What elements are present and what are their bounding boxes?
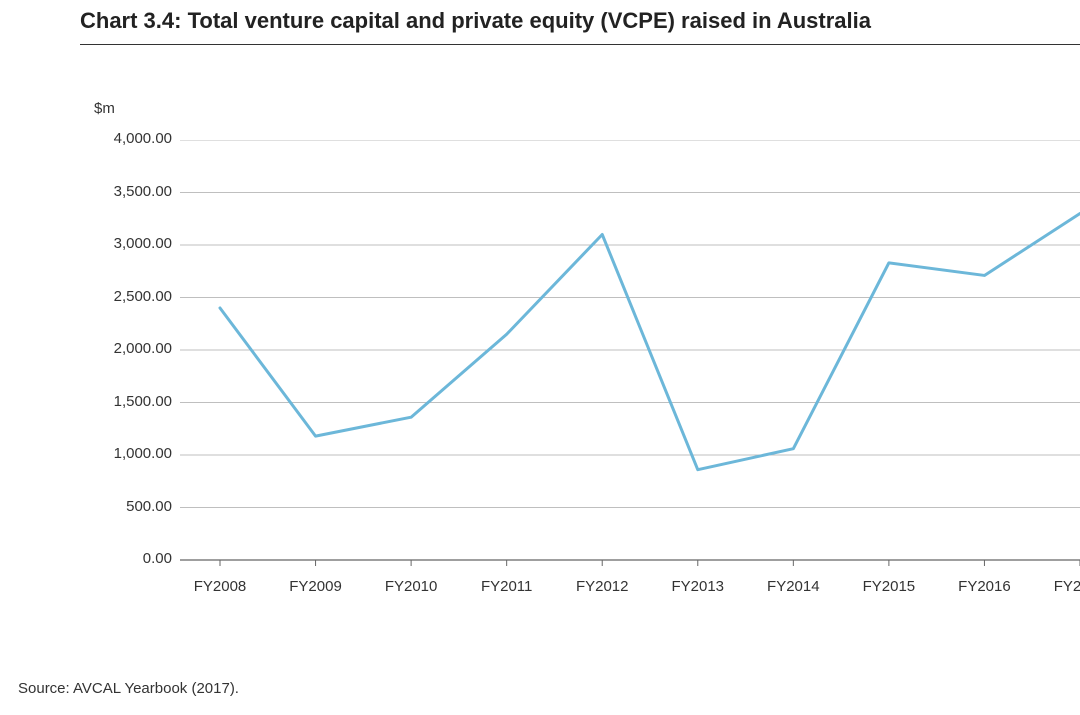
title-underline bbox=[80, 44, 1080, 45]
line-chart-plot bbox=[180, 140, 1080, 600]
x-tick-label: FY2015 bbox=[849, 578, 929, 595]
y-tick-label: 1,000.00 bbox=[82, 445, 172, 462]
x-tick-label: FY2012 bbox=[562, 578, 642, 595]
y-axis-unit-label: $m bbox=[94, 100, 115, 117]
y-tick-label: 4,000.00 bbox=[82, 130, 172, 147]
x-tick-label: FY2011 bbox=[467, 578, 547, 595]
y-tick-label: 500.00 bbox=[82, 498, 172, 515]
y-tick-label: 2,000.00 bbox=[82, 340, 172, 357]
x-tick-label: FY2009 bbox=[276, 578, 356, 595]
y-tick-label: 1,500.00 bbox=[82, 393, 172, 410]
x-tick-label: FY2013 bbox=[658, 578, 738, 595]
chart-source: Source: AVCAL Yearbook (2017). bbox=[18, 680, 239, 697]
y-tick-label: 2,500.00 bbox=[82, 288, 172, 305]
y-tick-label: 3,000.00 bbox=[82, 235, 172, 252]
x-tick-label: FY2008 bbox=[180, 578, 260, 595]
x-tick-label: FY2017 bbox=[1040, 578, 1080, 595]
x-tick-label: FY2014 bbox=[753, 578, 833, 595]
x-tick-label: FY2010 bbox=[371, 578, 451, 595]
x-tick-label: FY2016 bbox=[944, 578, 1024, 595]
data-line bbox=[220, 214, 1080, 470]
chart-title: Chart 3.4: Total venture capital and pri… bbox=[80, 8, 871, 34]
y-tick-label: 3,500.00 bbox=[82, 183, 172, 200]
y-tick-label: 0.00 bbox=[82, 550, 172, 567]
